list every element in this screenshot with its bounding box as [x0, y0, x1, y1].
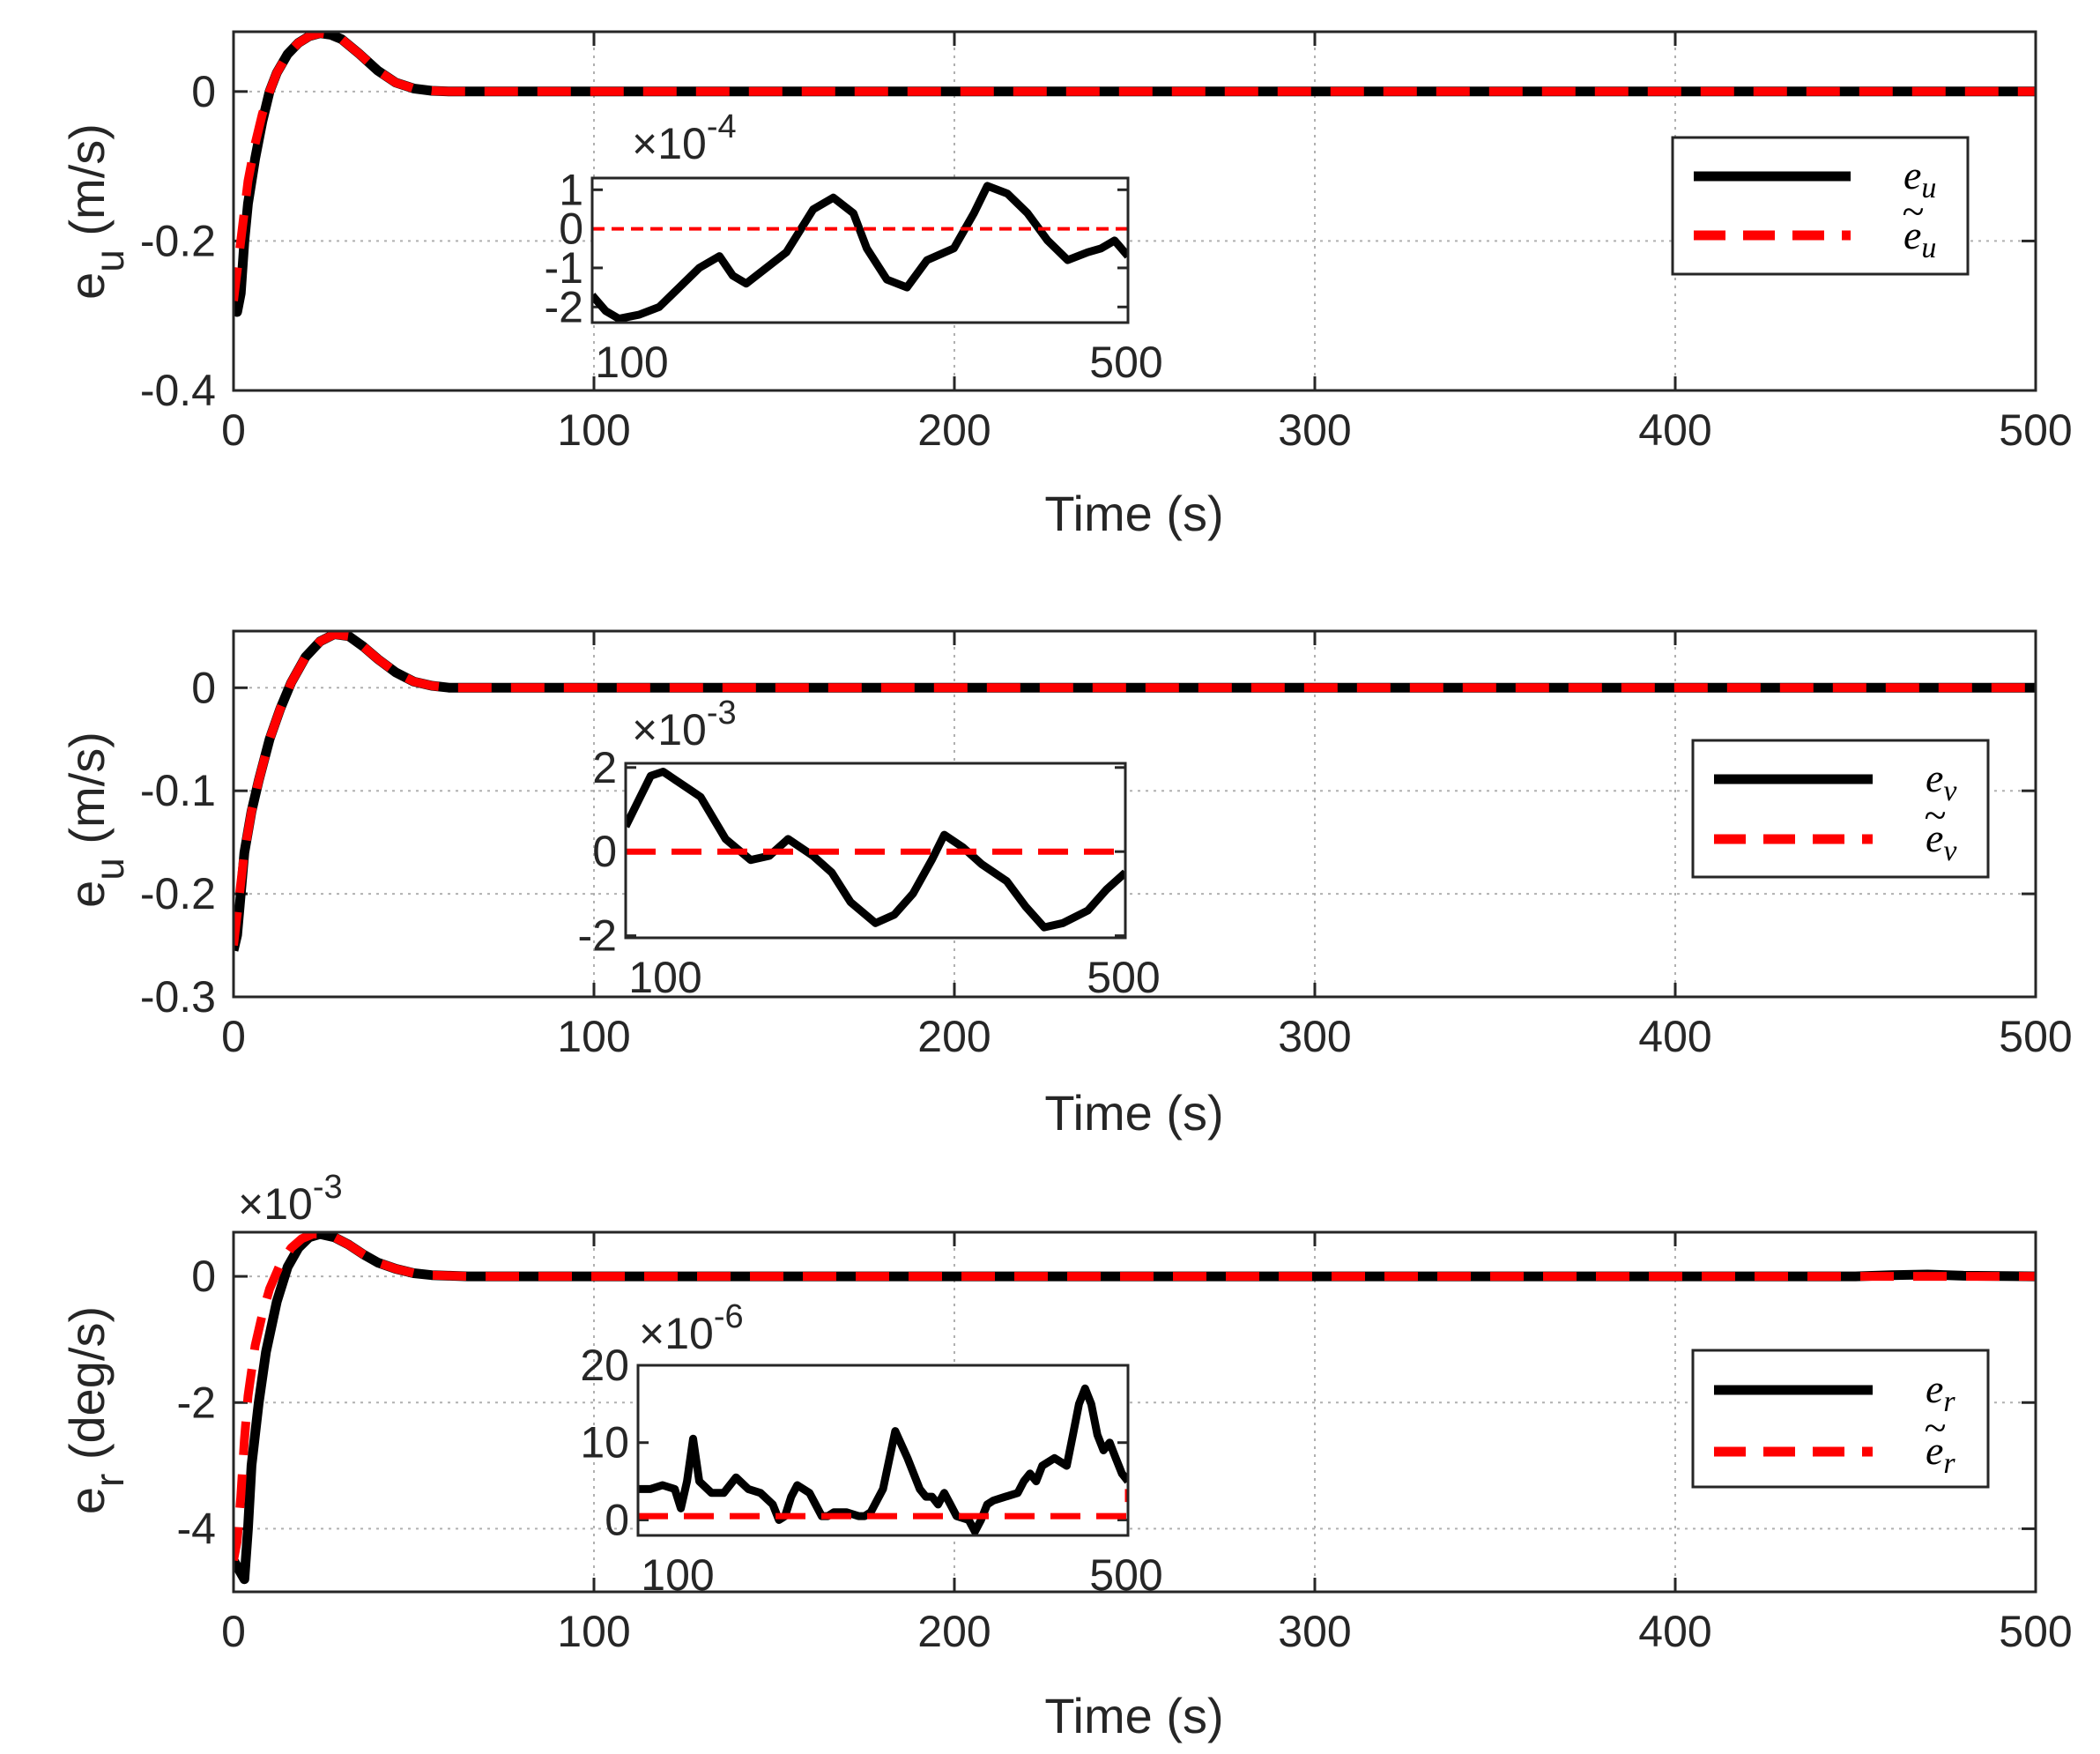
panel-er-xtick-label: 200 [917, 1607, 991, 1656]
panel-eu-inset-series [592, 182, 1128, 323]
panel-eu: 0 100 200 300 400 500 0 -0.2 -0.4 Time (s) eu (m… [59, 30, 2073, 541]
panel-er-inset-series-actual [638, 1384, 1128, 1535]
panel-ev-inset-ytick-label: 0 [592, 827, 617, 876]
panel-ev-xtick-label: 500 [1999, 1012, 2072, 1061]
panel-eu-inset-ytick-label: -2 [545, 282, 583, 331]
panel-eu-inset-ytick-label: -1 [545, 243, 583, 293]
panel-ev-legend-label-estimate: ev [1926, 815, 1957, 867]
panel-er-ylabel: er (deg/s) [59, 1306, 132, 1514]
panel-ev-inset-xtick-label: 100 [628, 953, 701, 1002]
panel-ev-inset-multiplier: ×10-3 [632, 695, 737, 754]
panel-er-multiplier: ×10-3 [238, 1169, 343, 1229]
panel-eu-xtick-label: 200 [917, 405, 991, 455]
panel-eu-series-estimate [234, 32, 2036, 301]
panel-ev-series-estimate [234, 631, 2036, 947]
panel-eu-legend-label-estimate: eu [1903, 212, 1936, 264]
panel-eu-inset-multiplier: ×10-4 [632, 108, 737, 168]
panel-er-inset-xtick-label: 500 [1089, 1550, 1162, 1600]
panel-ev-ytick-label: -0.2 [140, 869, 216, 918]
panel-er-ytick-label: -4 [177, 1504, 216, 1553]
panel-er-xtick-label: 300 [1278, 1607, 1351, 1656]
panel-eu-legend-tilde: ~ [1902, 189, 1924, 234]
panel-eu-xtick-label: 100 [557, 405, 630, 455]
panel-er-inset-series [638, 1384, 1128, 1535]
panel-eu-xtick-label: 500 [1999, 405, 2072, 455]
panel-ev-series [234, 631, 2036, 952]
panel-er-xlabel: Time (s) [1044, 1688, 1223, 1743]
panel-er-ytick-label: 0 [191, 1252, 216, 1301]
panel-er-inset-xtick-label: 100 [641, 1550, 714, 1600]
panel-ev-inset-xtick-label: 500 [1087, 953, 1160, 1002]
panel-ev-xtick-label: 300 [1278, 1012, 1351, 1061]
panel-eu-inset-ytick-label: 1 [559, 165, 583, 214]
panel-eu-inset-ytick-label: 0 [559, 204, 583, 254]
panel-er-series-estimate [234, 1232, 2036, 1562]
panel-er-axes-box [232, 1230, 2037, 1594]
panel-eu-xtick-label: 300 [1278, 405, 1351, 455]
panel-ev-xtick-label: 200 [917, 1012, 991, 1061]
panel-er-xtick-label: 500 [1999, 1607, 2072, 1656]
panel-ev-inset-series-actual [626, 768, 1125, 932]
panel-er-legend-tilde: ~ [1924, 1405, 1946, 1450]
panel-eu-series [234, 32, 2036, 317]
panel-ev-inset-ytick-label: 2 [592, 743, 617, 792]
panel-ev-inset-series [626, 768, 1125, 932]
panel-eu-legend-label-actual: eu [1903, 152, 1936, 204]
panel-er-legend: er er ~ [1691, 1349, 1990, 1489]
panel-eu-legend: eu eu ~ [1671, 136, 1970, 276]
panel-er-inset-ytick-label: 0 [605, 1495, 629, 1544]
panel-ev-legend-tilde: ~ [1924, 792, 1946, 837]
panel-ev-xlabel: Time (s) [1044, 1085, 1223, 1141]
panel-eu-xlabel: Time (s) [1044, 486, 1223, 541]
panel-er-xtick-label: 400 [1638, 1607, 1711, 1656]
panel-er-inset-ytick-label: 20 [580, 1341, 629, 1390]
panel-eu-inset-box [590, 176, 1130, 324]
panel-ev-axes-box [232, 629, 2037, 999]
panel-er-legend-label-actual: er [1926, 1366, 1955, 1418]
panel-er-inset-multiplier: ×10-6 [639, 1298, 744, 1358]
panel-ev-xtick-label: 0 [221, 1012, 246, 1061]
panel-ev-inset-ytick-label: -2 [578, 911, 617, 961]
panel-eu-inset-series-actual [592, 182, 1128, 323]
panel-eu-ytick-label: 0 [191, 67, 216, 116]
panel-er-series [234, 1232, 2036, 1585]
panel-ev-ytick-label: 0 [191, 663, 216, 712]
panel-er-xtick-label: 0 [221, 1607, 246, 1656]
panel-ev-xtick-label: 400 [1638, 1012, 1711, 1061]
panel-eu-inset-xtick-label: 100 [595, 338, 668, 387]
panel-eu-xtick-label: 0 [221, 405, 246, 455]
panel-er-legend-label-estimate: er [1926, 1428, 1955, 1480]
panel-eu-inset-xtick-label: 500 [1089, 338, 1162, 387]
panel-er-xtick-label: 100 [557, 1607, 630, 1656]
panel-er-ytick-label: -2 [177, 1378, 216, 1427]
panel-eu-axes-box [232, 30, 2037, 392]
panel-ev-inset-box [624, 762, 1127, 940]
panel-ev-xtick-label: 100 [557, 1012, 630, 1061]
panel-ev-ytick-label: -0.1 [140, 766, 216, 815]
panel-er-inset-box [636, 1364, 1130, 1537]
panel-eu-ylabel: eu (m/s) [59, 123, 132, 300]
panel-ev: 0 100 200 300 400 500 0 -0.1 -0.2 -0.3 Time (s) e… [59, 629, 2073, 1141]
panel-ev-legend: ev ev ~ [1691, 739, 1990, 879]
panel-ev-legend-label-actual: ev [1926, 755, 1957, 807]
panel-eu-xtick-label: 400 [1638, 405, 1711, 455]
panel-ev-ylabel: eu (m/s) [59, 732, 132, 908]
panel-eu-ytick-label: -0.2 [140, 216, 216, 265]
panel-ev-ytick-label: -0.3 [140, 972, 216, 1022]
panel-er-inset-ytick-label: 10 [580, 1418, 629, 1468]
panel-eu-ticks: 0 100 200 300 400 500 0 -0.2 -0.4 [140, 32, 2073, 455]
panel-eu-ytick-label: -0.4 [140, 366, 216, 415]
panel-er-inset-series-estimate [638, 1489, 1128, 1520]
